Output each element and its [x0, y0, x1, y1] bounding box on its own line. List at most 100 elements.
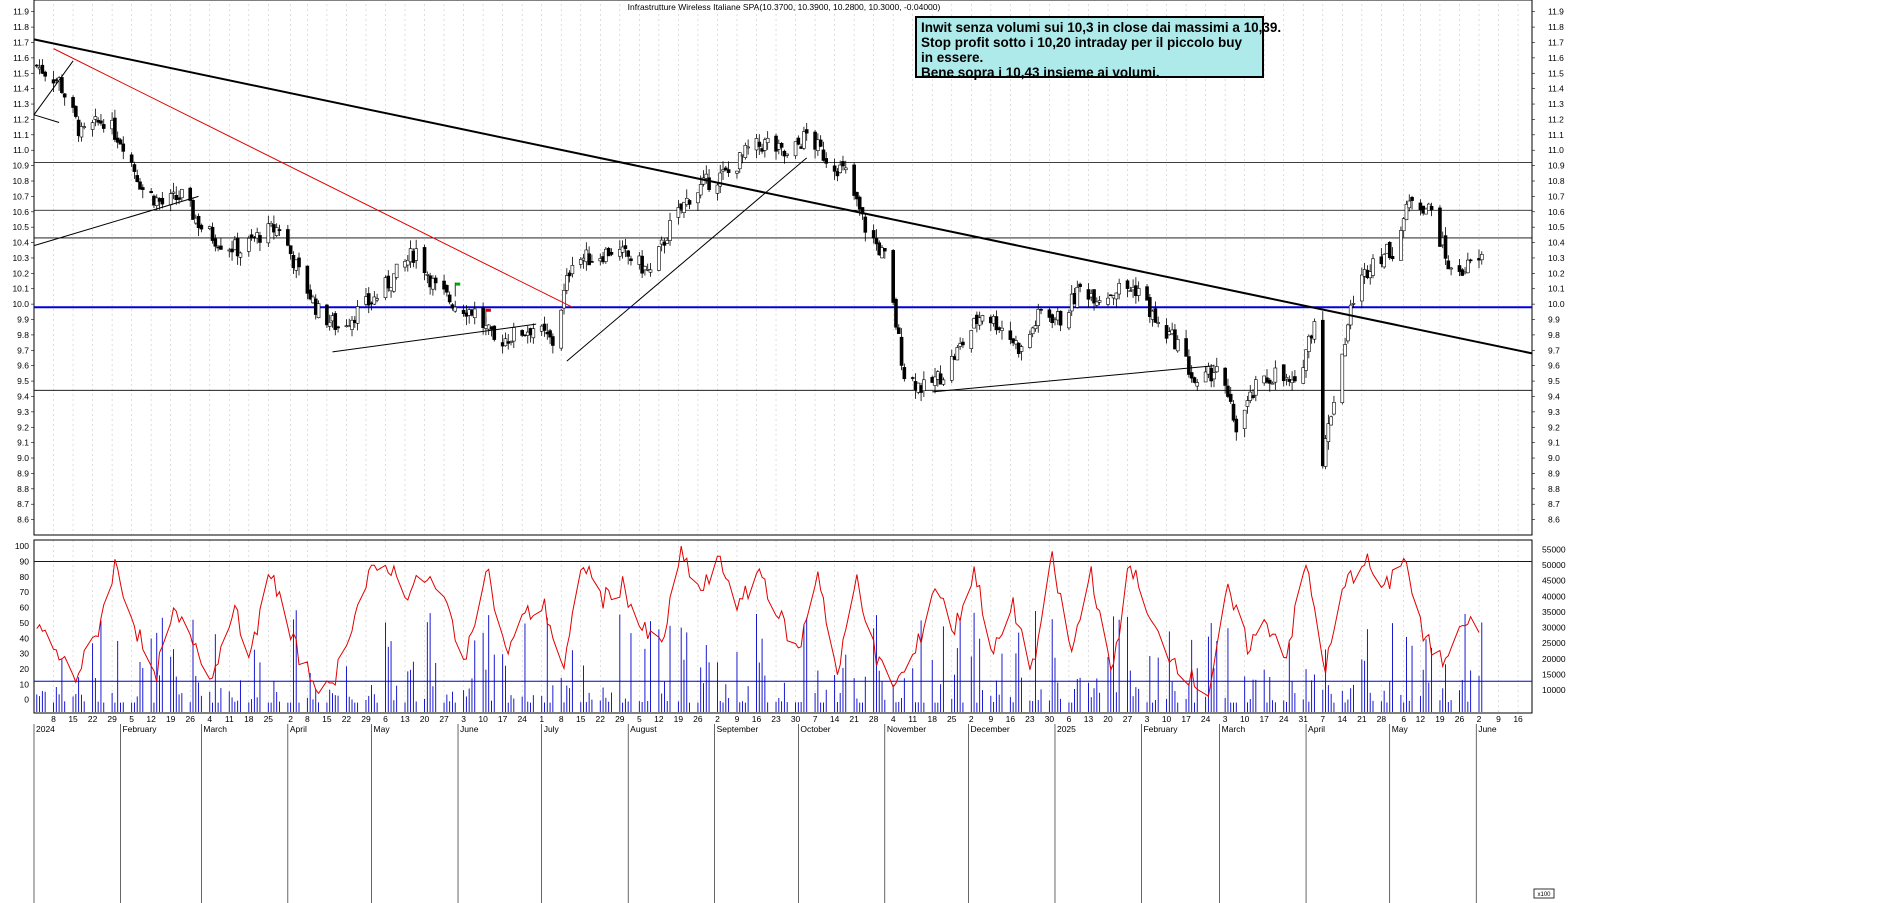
candle-body: [880, 247, 884, 259]
candle-body: [406, 259, 410, 266]
x-tick-label: 30: [1045, 714, 1055, 724]
candle-body: [1128, 290, 1133, 292]
red-flag: [485, 308, 491, 312]
candle-body: [698, 184, 703, 196]
x-tick-label: 3: [461, 714, 466, 724]
candle-body: [1254, 379, 1258, 396]
x-tick-label: 2: [969, 714, 974, 724]
candle-body: [704, 173, 709, 179]
x-tick-label: 15: [322, 714, 332, 724]
candle-body: [796, 137, 801, 145]
candle-body: [1340, 353, 1345, 404]
y-tick-label-left: 9.7: [17, 345, 29, 355]
candle-body: [902, 367, 907, 380]
candle-body: [269, 223, 273, 226]
x-tick-label: 13: [400, 714, 410, 724]
volume-tick-label: 15000: [1542, 669, 1566, 679]
candle-body: [492, 325, 497, 340]
candle-body: [1479, 254, 1484, 261]
oscillator-panel-frame: [33, 539, 1533, 714]
x-tick-label: 16: [1513, 714, 1523, 724]
support-resistance-levels: [34, 162, 1532, 682]
candle-body: [662, 241, 667, 246]
month-label: July: [544, 724, 560, 734]
candle-body: [779, 142, 784, 148]
candle-body: [79, 126, 84, 138]
candle-body: [718, 172, 723, 187]
x-tick-label: 2: [715, 714, 720, 724]
candle-body: [1312, 321, 1317, 340]
candle-body: [648, 269, 653, 273]
candle-body: [1226, 385, 1230, 397]
candle-body: [1443, 235, 1448, 259]
candle-body: [1028, 334, 1032, 348]
y-tick-label-right: 9.0: [1548, 453, 1560, 463]
candle-body: [1117, 282, 1121, 295]
volume-tick-label: 55000: [1542, 544, 1566, 554]
y-tick-label-left: 9.5: [17, 376, 29, 386]
candle-body: [687, 200, 692, 205]
volume-tick-label: 30000: [1542, 623, 1566, 633]
y-tick-label-right: 11.7: [1548, 37, 1564, 47]
x-tick-label: 12: [146, 714, 156, 724]
candle-body: [841, 161, 845, 167]
candle-body: [461, 309, 466, 314]
x-tick-label: 23: [771, 714, 781, 724]
y-tick-label-right: 9.7: [1548, 345, 1560, 355]
candle-body: [559, 309, 564, 349]
candle-body: [191, 200, 195, 220]
candle-body: [1242, 409, 1247, 429]
candle-body: [62, 93, 67, 98]
x-tick-label: 21: [1357, 714, 1367, 724]
candle-body: [1231, 403, 1236, 421]
candle-body: [737, 152, 742, 170]
y-tick-label-left: 11.4: [13, 84, 29, 94]
trendline: [33, 195, 199, 247]
candle-body: [562, 290, 566, 309]
candle-body: [565, 275, 569, 291]
candle-body: [274, 227, 279, 236]
candle-body: [763, 139, 767, 151]
candlestick-series: [34, 59, 1484, 470]
candle-body: [308, 289, 312, 300]
candle-body: [1223, 367, 1227, 386]
candle-body: [899, 336, 904, 366]
note-line-3: in essere.: [921, 50, 984, 65]
candle-body: [682, 201, 686, 213]
y-tick-label-left: 11.2: [13, 114, 29, 124]
candle-body: [896, 327, 901, 334]
trendline: [33, 114, 60, 123]
candle-body: [121, 143, 126, 152]
candle-body: [43, 71, 47, 77]
y-tick-label-right: 11.4: [1548, 84, 1564, 94]
candle-body: [643, 266, 647, 271]
candle-body: [168, 193, 173, 206]
x-tick-label: 27: [1123, 714, 1133, 724]
candle-body: [1449, 267, 1453, 270]
y-tick-label-left: 10.0: [12, 299, 29, 309]
x-tick-label: 13: [1084, 714, 1094, 724]
candle-body: [1360, 274, 1364, 302]
candle-body: [855, 192, 859, 200]
y-tick-label-right: 9.2: [1548, 422, 1560, 432]
candle-body: [782, 150, 787, 157]
candle-body: [676, 207, 681, 218]
x-tick-label: 9: [1496, 714, 1501, 724]
candle-body: [1399, 230, 1403, 261]
candle-body: [696, 192, 700, 204]
candle-body: [715, 184, 720, 194]
candle-body: [336, 326, 340, 329]
candle-body: [71, 97, 75, 108]
x-tick-label: 7: [1320, 714, 1325, 724]
x-tick-label: 6: [1067, 714, 1072, 724]
candle-body: [1329, 416, 1333, 426]
y-tick-label-left: 10.7: [12, 191, 29, 201]
y-tick-label-right: 8.6: [1548, 515, 1560, 525]
candle-body: [235, 237, 240, 257]
candle-body: [188, 187, 193, 201]
y-tick-label-left: 10.9: [12, 161, 29, 171]
candle-body: [590, 261, 594, 263]
volume-bars: [36, 610, 1483, 712]
x-tick-label: 24: [1201, 714, 1211, 724]
candle-body: [1446, 260, 1451, 270]
